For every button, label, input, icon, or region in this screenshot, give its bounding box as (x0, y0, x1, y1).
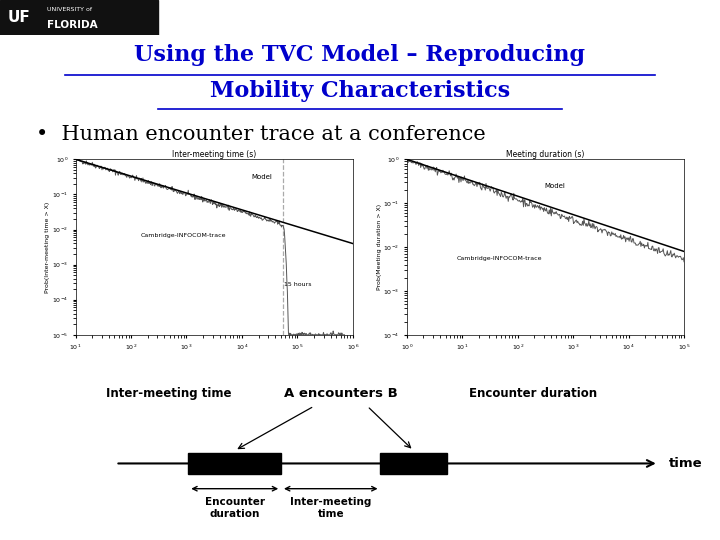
Text: Model: Model (252, 174, 273, 180)
Bar (380, 454, 446, 474)
Text: Inter-meeting
time: Inter-meeting time (290, 497, 372, 518)
Text: A encounters B: A encounters B (284, 387, 397, 400)
Text: UF: UF (7, 10, 30, 25)
Title: Meeting duration (s): Meeting duration (s) (506, 150, 585, 159)
Text: Mobility Characteristics: Mobility Characteristics (210, 80, 510, 102)
Text: Encounter duration: Encounter duration (469, 387, 597, 400)
Text: •  Human encounter trace at a conference: • Human encounter trace at a conference (36, 125, 486, 145)
Text: Cambridge-INFOCOM-trace: Cambridge-INFOCOM-trace (141, 233, 226, 238)
Text: time: time (669, 457, 702, 470)
Text: 15 hours: 15 hours (284, 282, 312, 287)
Text: Cambridge-INFOCOM-trace: Cambridge-INFOCOM-trace (457, 256, 542, 261)
Bar (189, 454, 281, 474)
Y-axis label: Prob(Meeting duration > X): Prob(Meeting duration > X) (377, 204, 382, 290)
Title: Inter-meeting time (s): Inter-meeting time (s) (172, 150, 256, 159)
Text: Using the TVC Model – Reproducing: Using the TVC Model – Reproducing (135, 44, 585, 66)
Text: FLORIDA: FLORIDA (47, 21, 97, 30)
Text: Encounter
duration: Encounter duration (204, 497, 265, 518)
Y-axis label: Prob(Inter-meeting time > X): Prob(Inter-meeting time > X) (45, 201, 50, 293)
Bar (0, 0, 158, 35)
Text: Model: Model (544, 183, 565, 189)
Text: Inter-meeting time: Inter-meeting time (106, 387, 231, 400)
Text: UNIVERSITY of: UNIVERSITY of (47, 8, 92, 12)
